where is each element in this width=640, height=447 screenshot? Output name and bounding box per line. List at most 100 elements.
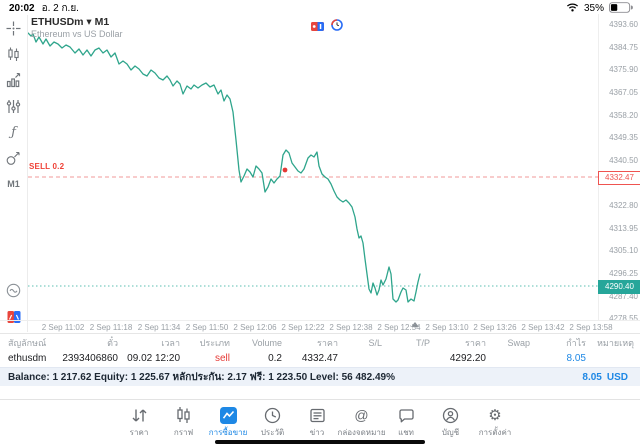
trade-icon (219, 405, 238, 425)
history-icon (263, 405, 282, 425)
price-tick-label: 4296.25 (609, 269, 638, 278)
table-header-cell: สัญลักษณ์ (8, 338, 47, 348)
position-cell: sell (214, 353, 230, 364)
positions-table: สัญลักษณ์ ตั๋ว เวลา ประเภท Volume ราคา S/L T/P ร… (0, 333, 640, 367)
battery-icon (609, 1, 633, 16)
chart-tools-bottom (0, 283, 27, 324)
metatrader-logo-icon[interactable] (6, 309, 21, 324)
symbol-description: Ethereum vs US Dollar (31, 29, 123, 39)
battery-percent: 35% (583, 3, 604, 14)
symbol-title[interactable]: ETHUSDm ▾ M1 (31, 16, 110, 28)
session-clock-icon[interactable] (331, 19, 343, 35)
chart-tools: ƒ M1 (0, 15, 27, 189)
tab-quotes[interactable]: ราคา (117, 405, 161, 439)
position-cell: ethusdm (8, 353, 47, 364)
price-axis: 4393.60 4384.75 4375.90 4367.05 4358.20 4349.… (598, 14, 640, 323)
table-header-cell: ราคา (465, 338, 486, 348)
current-price-label: 4290.40 (598, 280, 640, 294)
tab-label: ข่าว (309, 428, 325, 437)
objects-icon[interactable] (6, 151, 21, 166)
price-tick-label: 4340.50 (609, 156, 638, 165)
chat-icon (397, 405, 416, 425)
chart-header[interactable]: ETHUSDm ▾ M1 Ethereum vs US Dollar (31, 16, 123, 39)
account-summary-text: Balance: 1 217.62 Equity: 1 225.67 หลักป… (8, 371, 395, 383)
chart-type-icon[interactable] (6, 47, 21, 62)
position-cell: 4332.47 (301, 353, 338, 364)
tab-mailbox[interactable]: @ กล่องจดหมาย (337, 405, 385, 439)
timeframe-button[interactable]: M1 (7, 179, 20, 189)
price-tick-label: 4322.80 (609, 201, 638, 210)
bottom-tab-bar: ราคา กราฟ การซื้อขาย ประวัติ ข่าว @ กล่องจดหมา… (0, 399, 640, 447)
chart-toolbar: ƒ M1 (0, 15, 28, 332)
price-tick-label: 4358.20 (609, 111, 638, 120)
time-tick-label: 2 Sep 12:06 (233, 323, 277, 332)
axis-marker-triangle (411, 322, 419, 327)
sliders-icon[interactable] (6, 99, 21, 114)
positions-table-header: สัญลักษณ์ ตั๋ว เวลา ประเภท Volume ราคา S/L T/P ร… (0, 334, 640, 351)
time-tick-label: 2 Sep 11:18 (89, 323, 133, 332)
sell-position-tag: SELL 0.2 (29, 162, 65, 171)
position-cell (492, 351, 536, 367)
price-tick-label: 4367.05 (609, 88, 638, 97)
status-date: อ. 2 ก.ย. (41, 3, 79, 14)
quotes-icon (130, 405, 149, 425)
price-tick-label: 4393.60 (609, 20, 638, 29)
account-summary-bar: Balance: 1 217.62 Equity: 1 225.67 หลักป… (0, 367, 640, 386)
table-header-cell: Swap (507, 338, 530, 348)
time-tick-label: 2 Sep 11:02 (41, 323, 85, 332)
wifi-icon (566, 2, 579, 15)
time-tick-label: 2 Sep 13:10 (425, 323, 469, 332)
time-tick-label: 2 Sep 11:34 (137, 323, 181, 332)
tab-trade[interactable]: การซื้อขาย (206, 405, 250, 439)
position-cell: 09.02 12:20 (127, 353, 180, 364)
position-cell: 4292.20 (449, 353, 486, 364)
settings-icon: ⚙ (488, 406, 502, 424)
time-axis: 2 Sep 11:02 2 Sep 11:18 2 Sep 11:34 2 Sep 1… (0, 320, 640, 334)
tab-label: กราฟ (173, 428, 194, 437)
table-header-cell: Volume (251, 338, 282, 348)
table-header-cell: เวลา (161, 338, 180, 348)
chart-overlay-icons (311, 19, 343, 35)
position-row[interactable]: ethusdm 2393406860 09.02 12:20 sell 0.2 4332.… (0, 351, 640, 367)
time-tick-label: 2 Sep 11:50 (185, 323, 229, 332)
price-tick-label: 4305.10 (609, 246, 638, 255)
price-chart[interactable] (28, 14, 598, 320)
status-bar: 20:02 อ. 2 ก.ย. 35% (0, 0, 640, 16)
account-icon (441, 405, 460, 425)
indicators-icon[interactable] (6, 73, 21, 88)
price-tick-label: 4384.75 (609, 43, 638, 52)
table-header-cell: หมายเหตุ (596, 338, 634, 348)
clock-time: 20:02 (9, 3, 35, 14)
news-icon (308, 405, 327, 425)
tab-account[interactable]: บัญชี (429, 405, 473, 439)
tab-history[interactable]: ประวัติ (251, 405, 295, 439)
function-icon[interactable]: ƒ (11, 125, 16, 140)
tab-label: การตั้งค่า (478, 428, 512, 437)
tab-label: แชท (398, 428, 414, 437)
table-header-cell: ราคา (317, 338, 338, 348)
table-header-cell: ประเภท (199, 338, 230, 348)
wave-circle-icon[interactable] (6, 283, 21, 298)
home-indicator[interactable] (215, 439, 425, 444)
tab-news[interactable]: ข่าว (295, 405, 339, 439)
price-tick-label: 4349.35 (609, 133, 638, 142)
table-header-cell: T/P (415, 338, 430, 348)
time-tick-label: 2 Sep 12:38 (329, 323, 373, 332)
tab-chat[interactable]: แชท (384, 405, 428, 439)
calendar-flag-icon[interactable] (311, 19, 324, 35)
account-profit: 8.05 USD (582, 372, 628, 383)
mailbox-icon: @ (354, 407, 369, 423)
table-header-cell: กำไร (566, 338, 586, 348)
tab-label: ราคา (129, 428, 149, 437)
tab-chart[interactable]: กราฟ (162, 405, 206, 439)
position-cell: 2393406860 (62, 353, 118, 364)
crosshair-icon[interactable] (6, 21, 21, 36)
tab-label: การซื้อขาย (208, 428, 248, 437)
tab-label: บัญชี (441, 428, 460, 437)
time-tick-label: 2 Sep 13:58 (569, 323, 613, 332)
time-tick-label: 2 Sep 13:26 (473, 323, 517, 332)
profit-value: 8.05 (582, 371, 602, 383)
tab-settings[interactable]: ⚙ การตั้งค่า (473, 405, 517, 439)
price-tick-label: 4375.90 (609, 65, 638, 74)
